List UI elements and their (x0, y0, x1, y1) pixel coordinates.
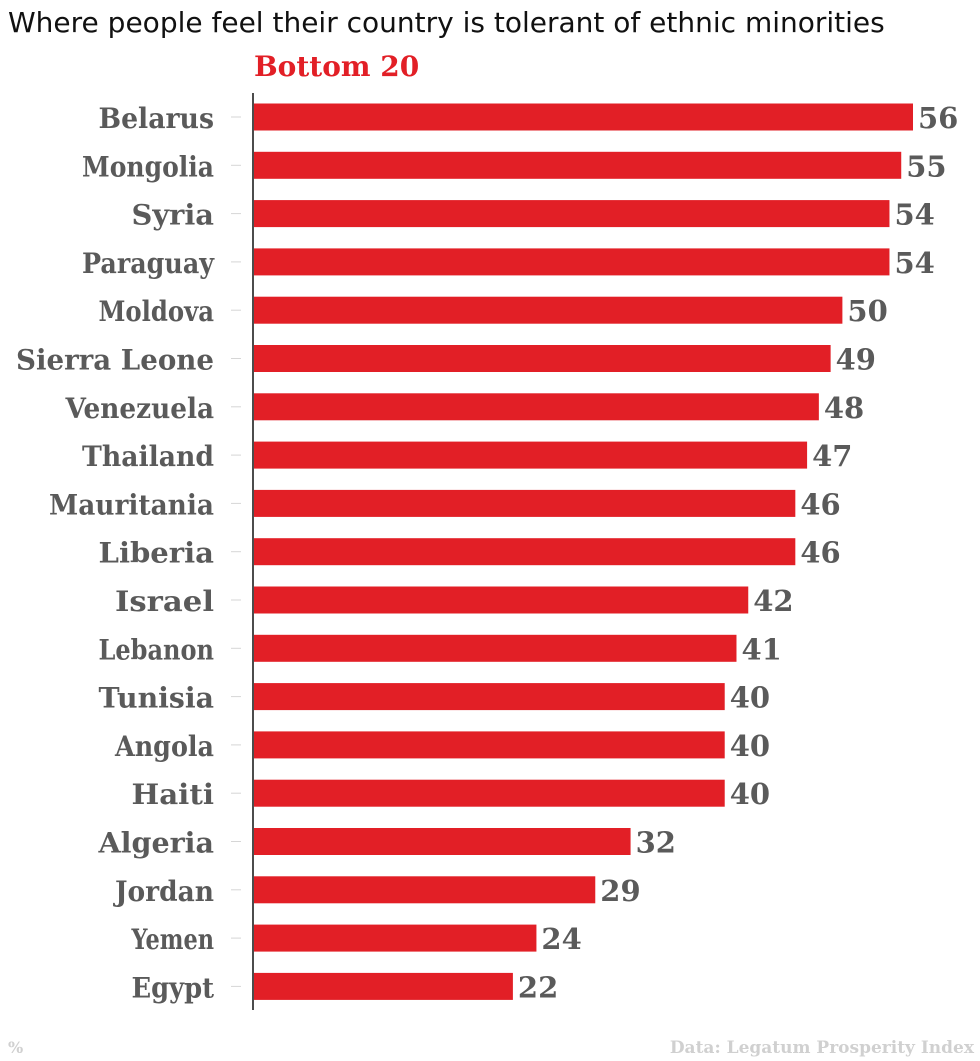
value-label: 46 (800, 536, 840, 570)
value-label: 48 (824, 391, 864, 425)
bar-angola (254, 731, 725, 759)
value-label: 50 (847, 294, 887, 328)
category-label: Israel (115, 585, 214, 618)
category-label: Thailand (82, 440, 214, 473)
bars: Belarus 56 Mongolia 55 Syria 54 Paraguay 54 Mold… (16, 101, 958, 1004)
value-label: 32 (636, 826, 676, 860)
value-label: 55 (906, 149, 946, 183)
bar-israel (254, 586, 749, 614)
chart-title: Where people feel their country is toler… (8, 6, 885, 39)
bar-mauritania (254, 489, 796, 517)
value-label: 24 (541, 922, 581, 956)
category-label: Mongolia (82, 150, 214, 183)
bar-haiti (254, 779, 725, 807)
unit-label: % (8, 1038, 24, 1057)
category-label: Yemen (131, 923, 214, 956)
bar-syria (254, 200, 890, 228)
bar-thailand (254, 441, 808, 469)
bar-moldova (254, 296, 843, 324)
bar-yemen (254, 924, 537, 952)
value-label: 56 (918, 101, 958, 135)
bar-liberia (254, 538, 796, 566)
category-label: Liberia (99, 537, 215, 570)
value-label: 42 (753, 584, 793, 618)
category-label: Egypt (132, 971, 215, 1004)
category-label: Belarus (99, 102, 215, 135)
value-label: 49 (836, 343, 876, 377)
chart-subtitle: Bottom 20 (254, 50, 420, 83)
value-label: 40 (730, 681, 770, 715)
value-label: 40 (730, 729, 770, 763)
bar-lebanon (254, 634, 737, 662)
value-label: 22 (518, 970, 558, 1004)
category-label: Syria (132, 199, 215, 232)
category-label: Lebanon (99, 633, 215, 666)
category-label: Mauritania (49, 488, 214, 521)
bar-sierra-leone (254, 345, 831, 372)
bar-mongolia (254, 151, 902, 179)
value-label: 47 (812, 439, 852, 473)
category-label: Haiti (132, 778, 215, 811)
bar-belarus (254, 103, 913, 131)
value-label: 41 (741, 632, 781, 666)
bar-algeria (254, 828, 631, 855)
value-label: 54 (894, 246, 934, 280)
value-label: 40 (730, 777, 770, 811)
category-label: Venezuela (65, 392, 214, 425)
category-label: Angola (114, 730, 214, 763)
bar-venezuela (254, 393, 819, 421)
category-label: Moldova (99, 295, 215, 328)
category-label: Sierra Leone (16, 344, 214, 377)
category-label: Tunisia (99, 682, 215, 715)
bar-paraguay (254, 248, 890, 276)
bar-tunisia (254, 683, 725, 711)
category-label: Paraguay (82, 247, 215, 280)
value-label: 54 (894, 198, 934, 232)
bar-jordan (254, 876, 596, 904)
bar-egypt (254, 972, 513, 1000)
category-label: Jordan (112, 875, 214, 908)
value-label: 46 (800, 487, 840, 521)
source-note: Data: Legatum Prosperity Index (669, 1038, 974, 1058)
category-label: Algeria (97, 827, 214, 860)
value-label: 29 (600, 874, 640, 908)
